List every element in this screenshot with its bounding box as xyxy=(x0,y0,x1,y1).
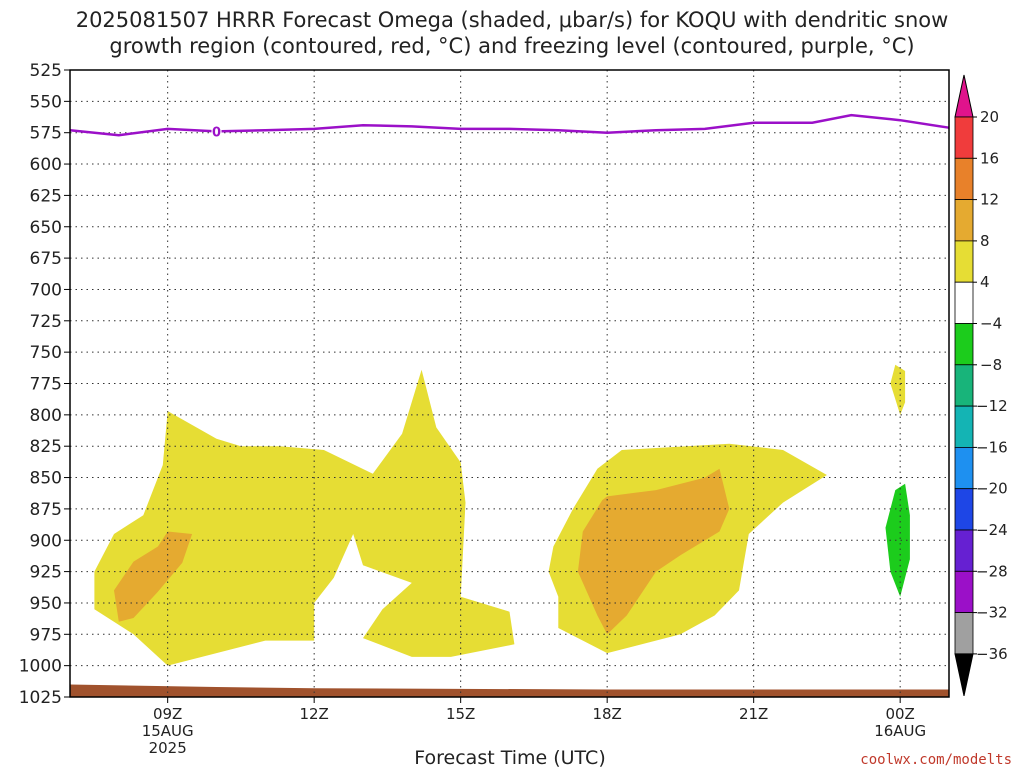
x-tick-label: 09Z xyxy=(153,705,182,723)
colorbar-segment xyxy=(954,240,974,283)
x-tick-label: 21Z xyxy=(739,705,768,723)
terrain-fill xyxy=(70,684,949,697)
colorbar-tick-label: −4 xyxy=(980,315,1002,333)
y-tick-label: 700 xyxy=(30,280,62,300)
colorbar-tick-label: 12 xyxy=(980,191,999,209)
colorbar-segment xyxy=(954,157,974,201)
x-tick-label: 15AUG xyxy=(142,722,194,740)
y-tick-label: 650 xyxy=(30,218,62,238)
colorbar-tick-label: 4 xyxy=(980,273,990,291)
y-tick-label: 600 xyxy=(30,155,62,175)
freezing-level-label-bg xyxy=(211,123,222,138)
colorbar-segment xyxy=(954,199,974,242)
colorbar-segment xyxy=(954,612,974,655)
colorbar-tick-label: −16 xyxy=(976,438,1008,456)
colorbar-tick-label: −36 xyxy=(976,645,1008,663)
colorbar-segment xyxy=(954,405,974,448)
colorbar-tick-label: −8 xyxy=(980,356,1002,374)
y-tick-label: 875 xyxy=(30,500,62,520)
x-tick-label: 2025 xyxy=(149,739,187,757)
y-tick-label: 1000 xyxy=(19,657,62,677)
colorbar-segment xyxy=(954,323,974,366)
terrain-area xyxy=(70,684,949,697)
y-tick-label: 525 xyxy=(30,61,62,81)
omega-region-5 xyxy=(885,483,910,597)
colorbar-top-arrow xyxy=(954,74,974,118)
credit-link[interactable]: coolwx.com/modelts xyxy=(860,752,1012,768)
y-tick-label: 900 xyxy=(30,531,62,551)
y-tick-label: 1025 xyxy=(19,688,62,708)
chart-title-line-2: growth region (contoured, red, °C) and f… xyxy=(109,34,914,58)
x-axis-label: Forecast Time (UTC) xyxy=(414,747,605,768)
y-tick-label: 825 xyxy=(30,437,62,457)
colorbar-segment xyxy=(954,281,974,324)
colorbar-tick-label: −20 xyxy=(976,480,1008,498)
x-tick-label: 16AUG xyxy=(874,722,926,740)
colorbar-segment xyxy=(954,529,974,572)
colorbar-tick-label: −28 xyxy=(976,562,1008,580)
y-tick-label: 550 xyxy=(30,92,62,112)
x-tick-label: 12Z xyxy=(299,705,328,723)
colorbar-segment xyxy=(954,446,974,490)
omega-colorbar: 20 16 12 8 4 −4 −8 −12 −16 −20 −24 −28 −32 −36 xyxy=(954,74,1008,697)
x-tick-label: 00Z xyxy=(885,705,914,723)
y-tick-label: 800 xyxy=(30,406,62,426)
chart-title-line-1: 2025081507 HRRR Forecast Omega (shaded, … xyxy=(76,8,949,32)
pressure-axis: 525 550 575 600 625 650 675 700 725 750 775 800 825 8… xyxy=(19,61,70,708)
omega-region-3 xyxy=(577,468,730,635)
y-tick-label: 750 xyxy=(30,343,62,363)
y-tick-label: 575 xyxy=(30,124,62,144)
colorbar-tick-label: 16 xyxy=(980,149,999,167)
freezing-level-label: 0 xyxy=(212,125,221,140)
y-tick-label: 625 xyxy=(30,186,62,206)
y-tick-label: 950 xyxy=(30,594,62,614)
omega-region-1 xyxy=(114,531,193,622)
x-tick-label: 15Z xyxy=(446,705,475,723)
y-tick-label: 975 xyxy=(30,625,62,645)
colorbar-tick-label: 8 xyxy=(980,232,990,250)
omega-region-0 xyxy=(94,369,515,666)
freezing-level-line xyxy=(69,113,950,137)
colorbar-tick-label: −24 xyxy=(976,521,1008,539)
colorbar-tick-label: −32 xyxy=(976,604,1008,622)
y-tick-label: 925 xyxy=(30,563,62,583)
colorbar-segment xyxy=(954,364,974,407)
y-tick-label: 775 xyxy=(30,375,62,395)
colorbar-segment xyxy=(954,570,974,613)
x-tick-label: 18Z xyxy=(592,705,621,723)
omega-region-4 xyxy=(890,364,906,415)
colorbar-tick-label: 20 xyxy=(980,108,999,126)
colorbar-tick-label: −12 xyxy=(976,397,1008,415)
y-tick-label: 675 xyxy=(30,249,62,269)
freezing-level-contour: 0 xyxy=(69,113,950,140)
grid-lines xyxy=(70,70,949,697)
y-tick-label: 850 xyxy=(30,469,62,489)
y-tick-label: 725 xyxy=(30,312,62,332)
colorbar-bottom-arrow xyxy=(954,653,974,697)
colorbar-segment xyxy=(954,116,974,159)
omega-shaded-regions xyxy=(94,364,910,666)
colorbar-segment xyxy=(954,488,974,531)
